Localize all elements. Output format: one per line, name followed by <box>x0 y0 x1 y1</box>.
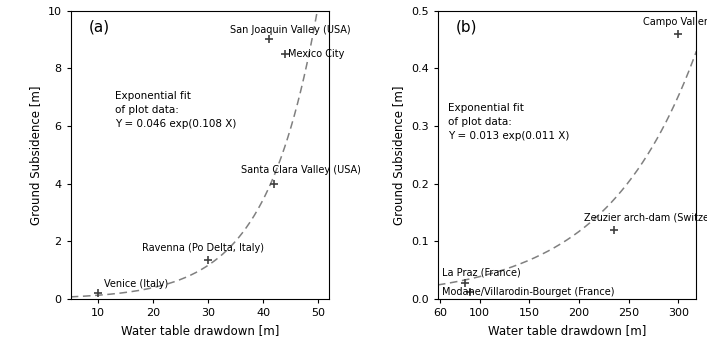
Text: Campo Vallemaggia (Switzerland): Campo Vallemaggia (Switzerland) <box>643 17 707 27</box>
X-axis label: Water table drawdown [m]: Water table drawdown [m] <box>121 324 279 337</box>
Y-axis label: Ground Subsidence [m]: Ground Subsidence [m] <box>29 85 42 225</box>
X-axis label: Water table drawdown [m]: Water table drawdown [m] <box>488 324 646 337</box>
Text: Modane/Villarodin-Bourget (France): Modane/Villarodin-Bourget (France) <box>442 287 614 297</box>
Text: Venice (Italy): Venice (Italy) <box>104 279 168 289</box>
Text: (a): (a) <box>89 19 110 34</box>
Text: Zeuzier arch-dam (Switzerland): Zeuzier arch-dam (Switzerland) <box>584 213 707 223</box>
Y-axis label: Ground Subsidence [m]: Ground Subsidence [m] <box>392 85 406 225</box>
Text: Exponential fit
of plot data:
Y = 0.013 exp(0.011 X): Exponential fit of plot data: Y = 0.013 … <box>448 103 569 141</box>
Text: Santa Clara Valley (USA): Santa Clara Valley (USA) <box>241 165 361 175</box>
Text: (b): (b) <box>456 19 477 34</box>
Text: Mexico City: Mexico City <box>288 49 344 59</box>
Text: Ravenna (Po Delta, Italy): Ravenna (Po Delta, Italy) <box>142 243 264 253</box>
Text: Exponential fit
of plot data:
Y = 0.046 exp(0.108 X): Exponential fit of plot data: Y = 0.046 … <box>115 91 236 130</box>
Text: La Praz (France): La Praz (France) <box>442 267 520 277</box>
Text: San Joaquin Valley (USA): San Joaquin Valley (USA) <box>230 25 351 35</box>
